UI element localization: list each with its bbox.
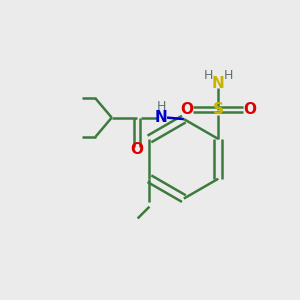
Text: O: O [180,102,193,117]
Text: H: H [223,69,233,82]
Text: H: H [204,69,213,82]
Text: S: S [213,102,224,117]
Text: O: O [243,102,256,117]
Text: H: H [157,100,166,113]
Text: N: N [155,110,168,125]
Text: N: N [212,76,225,91]
Text: O: O [130,142,143,158]
